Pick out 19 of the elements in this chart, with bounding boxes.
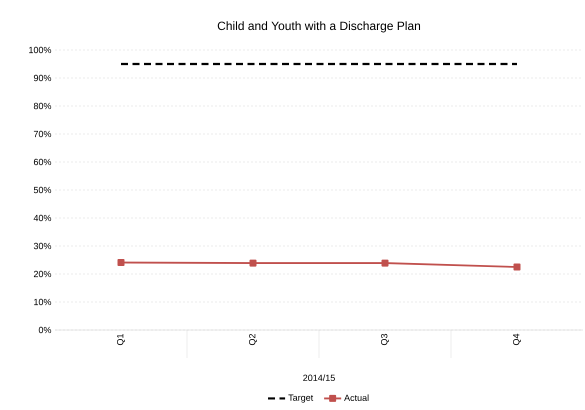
x-tick-label: Q3 (381, 334, 389, 346)
y-tick-label: 90% (34, 74, 52, 82)
chart-title: Child and Youth with a Discharge Plan (218, 21, 420, 32)
y-tick-label: 20% (34, 270, 52, 278)
x-tick-label: Q2 (249, 334, 257, 346)
x-tick-label: Q1 (117, 334, 125, 346)
y-tick-label: 10% (34, 298, 52, 306)
y-tick-label: 0% (38, 326, 52, 334)
x-tick-label: Q4 (513, 334, 521, 346)
y-tick-label: 100% (29, 46, 52, 54)
legend-label: Target (288, 394, 314, 403)
y-tick-label: 70% (34, 130, 52, 138)
y-tick-label: 80% (34, 102, 52, 110)
y-tick-label: 50% (34, 186, 52, 194)
y-tick-label: 30% (34, 242, 52, 250)
y-tick-label: 60% (34, 158, 52, 166)
x-axis-title: 2014/15 (303, 374, 335, 382)
y-tick-label: 40% (34, 214, 52, 222)
legend-label: Actual (344, 394, 368, 402)
